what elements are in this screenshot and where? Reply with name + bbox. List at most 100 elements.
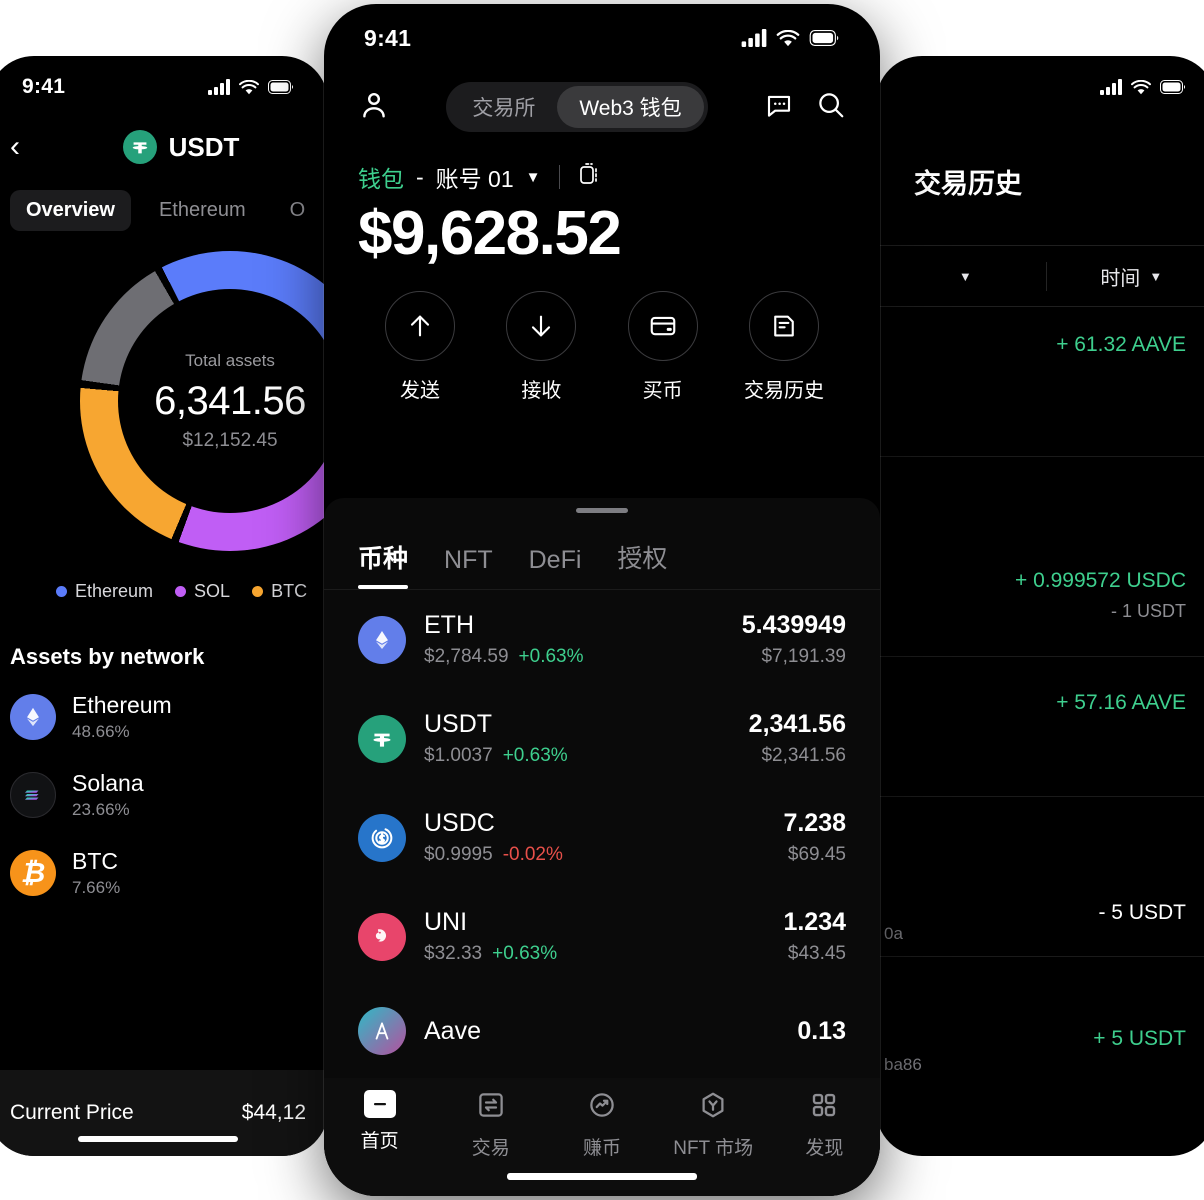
table-row[interactable]: + 61.32 AAVE: [876, 307, 1204, 457]
action-transaction-history[interactable]: 交易历史: [738, 291, 830, 403]
tab-defi[interactable]: DeFi: [528, 546, 582, 574]
assets-donut-chart: Total assets 6,341.56 $12,152.45: [0, 245, 328, 575]
legend-dot-icon: [56, 586, 67, 597]
token-symbol: UNI: [424, 908, 468, 936]
token-holdings: 2,341.56 $2,341.56: [749, 710, 846, 767]
table-row[interactable]: - 5 USDT 0a: [876, 797, 1204, 957]
token-change: -0.02%: [502, 844, 563, 865]
token-meta: $0.9995 -0.02%: [424, 844, 765, 866]
tx-address: 0a: [884, 924, 903, 943]
filter-type[interactable]: ▼: [876, 269, 1046, 284]
tab-ethereum[interactable]: Ethereum: [158, 199, 246, 221]
tx-amount: + 61.32 AAVE: [1056, 333, 1186, 356]
center-status-bar: 9:41: [324, 4, 880, 72]
signal-icon: [208, 79, 230, 95]
donut-center: Total assets 6,341.56 $12,152.45: [118, 289, 328, 513]
tab-overview[interactable]: Overview: [10, 190, 131, 231]
current-price-bar: Current Price $44,12: [0, 1070, 328, 1156]
transaction-list: + 61.32 AAVE + 0.999572 USDC - 1 USDT + …: [876, 307, 1204, 1087]
tab-approvals[interactable]: 授权: [617, 545, 668, 573]
signal-icon: [1100, 79, 1122, 95]
assets-by-network-title: Assets by network: [10, 644, 205, 669]
tab-discover[interactable]: 发现: [776, 1090, 872, 1160]
tab-trade[interactable]: 交易: [443, 1090, 539, 1160]
total-assets-label: Total assets: [185, 350, 275, 370]
segment-exchange[interactable]: 交易所: [472, 97, 536, 120]
table-row[interactable]: + 0.999572 USDC - 1 USDT: [876, 457, 1204, 657]
status-time: 9:41: [22, 75, 66, 98]
network-row-ethereum[interactable]: Ethereum 48.66%: [0, 678, 328, 756]
list-item[interactable]: USDT $1.0037 +0.63% 2,341.56 $2,341.56: [358, 689, 846, 788]
tab-other[interactable]: O: [289, 199, 306, 221]
token-info: USDT $1.0037 +0.63%: [424, 710, 731, 767]
token-change: +0.63%: [518, 646, 584, 667]
home-indicator: [78, 1136, 238, 1142]
status-time: 9:41: [364, 24, 412, 51]
tether-icon: [122, 130, 157, 164]
bitcoin-icon: ₿: [10, 850, 56, 896]
table-row[interactable]: + 5 USDT ba86: [876, 957, 1204, 1087]
legend-label: BTC: [271, 581, 308, 601]
phone-left-usdt-overview: 9:41 ‹ USDT Overview Ethereum O: [0, 56, 328, 1156]
segment-web3-wallet[interactable]: Web3 钱包: [557, 86, 704, 128]
network-row-btc[interactable]: ₿ BTC 7.66%: [0, 834, 328, 912]
search-icon[interactable]: [816, 90, 846, 125]
copy-icon[interactable]: [578, 161, 602, 193]
token-amount: 0.13: [797, 1016, 846, 1045]
action-label: 买币: [642, 380, 683, 402]
account-separator: -: [416, 163, 424, 190]
filter-time[interactable]: 时间 ▼: [1045, 261, 1204, 291]
sheet-grabber[interactable]: [576, 508, 628, 513]
tab-label: 赚币: [582, 1138, 621, 1159]
token-symbol: ETH: [424, 611, 474, 639]
network-info: Ethereum 48.66%: [72, 692, 172, 742]
total-assets-usd: $12,152.45: [182, 429, 278, 451]
legend-item-sol: SOL: [175, 581, 230, 602]
table-row[interactable]: + 57.16 AAVE: [876, 657, 1204, 797]
token-price: $32.33: [424, 943, 483, 964]
chevron-left-icon[interactable]: ‹: [10, 130, 20, 163]
network-percent: 23.66%: [72, 800, 130, 819]
action-send[interactable]: 发送: [374, 291, 466, 403]
nft-hexagon-icon: [698, 1090, 728, 1125]
tab-home[interactable]: 首页: [332, 1090, 428, 1153]
wallet-label: 钱包: [358, 166, 404, 192]
list-item[interactable]: UNI $32.33 +0.63% 1.234 $43.45: [358, 887, 846, 986]
token-amount: 1.234: [783, 908, 846, 936]
wallet-account-row[interactable]: 钱包 - 账号 01 ▼: [324, 138, 880, 194]
grid-icon: [809, 1090, 839, 1125]
list-item[interactable]: ETH $2,784.59 +0.63% 5.439949 $7,191.39: [358, 590, 846, 689]
action-buy-crypto[interactable]: 买币: [617, 291, 709, 403]
token-amount: 2,341.56: [748, 710, 846, 738]
person-icon[interactable]: [358, 89, 390, 126]
token-holdings: 0.13: [797, 1017, 846, 1046]
network-row-solana[interactable]: Solana 23.66%: [0, 756, 328, 834]
swap-icon: [476, 1090, 506, 1125]
credit-card-icon: [627, 291, 698, 361]
token-info: UNI $32.33 +0.63%: [424, 908, 765, 965]
action-label: 发送: [400, 380, 440, 402]
wallet-top-bar: 交易所 Web3 钱包: [324, 72, 880, 138]
chevron-down-icon: ▼: [958, 268, 972, 284]
chevron-down-icon[interactable]: ▼: [525, 168, 541, 186]
chat-bubble-icon[interactable]: [764, 90, 794, 125]
list-item[interactable]: USDC $0.9995 -0.02% 7.238 $69.45: [358, 788, 846, 887]
token-symbol: Aave: [424, 1016, 481, 1045]
home-icon: [363, 1090, 396, 1118]
left-header: ‹ USDT: [0, 118, 328, 176]
legend-label: SOL: [194, 581, 231, 601]
arrow-down-icon: [506, 291, 577, 361]
token-holdings: 5.439949 $7,191.39: [742, 611, 846, 668]
tab-coins[interactable]: 币种: [358, 539, 409, 589]
legend-label: Ethereum: [75, 581, 154, 601]
tab-earn[interactable]: 赚币: [554, 1090, 650, 1160]
legend-item-ethereum: Ethereum: [56, 581, 153, 602]
network-name: BTC: [72, 848, 118, 874]
tab-nft-market[interactable]: NFT 市场: [665, 1090, 761, 1160]
token-info: USDC $0.9995 -0.02%: [424, 809, 765, 866]
action-receive[interactable]: 接收: [495, 291, 587, 403]
token-list: ETH $2,784.59 +0.63% 5.439949 $7,191.39: [324, 590, 880, 1076]
list-item[interactable]: Aave 0.13: [358, 986, 846, 1076]
donut-ring: Total assets 6,341.56 $12,152.45: [80, 251, 328, 551]
tab-nft[interactable]: NFT: [444, 546, 493, 574]
